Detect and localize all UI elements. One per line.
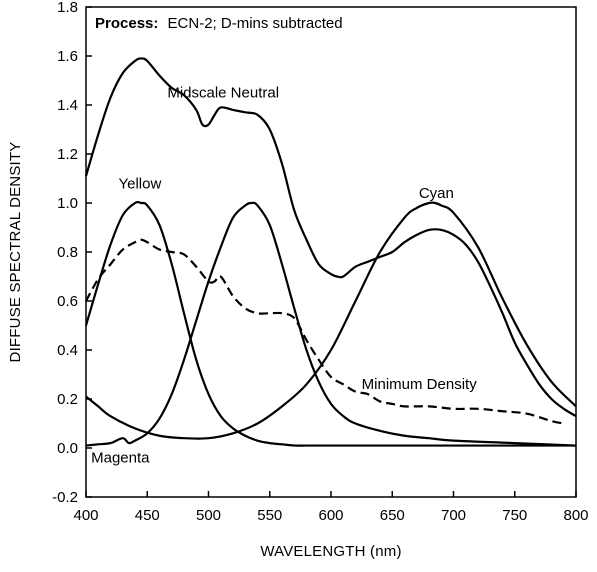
y-tick-label: 1.4	[57, 97, 78, 114]
y-axis-ticks: -0.2 0.0 0.2 0.4 0.6 0.8 1.0 1.2 1.4 1.6 1.8	[52, 0, 92, 506]
x-tick-label: 700	[441, 507, 466, 524]
x-tick-label: 400	[73, 507, 98, 524]
curve-layer	[84, 57, 577, 447]
process-note-text: ECN-2; D-mins subtracted	[168, 15, 343, 32]
yellow-curve	[84, 200, 576, 447]
x-tick-label: 450	[135, 507, 160, 524]
x-tick-label: 500	[196, 507, 221, 524]
y-axis-title: DIFFUSE SPECTRAL DENSITY	[7, 142, 24, 363]
y-tick-label: 1.6	[57, 48, 78, 65]
y-tick-label: 1.0	[57, 195, 78, 212]
x-tick-label: 550	[257, 507, 282, 524]
midscale-neutral-label: Midscale Neutral	[167, 85, 279, 102]
y-tick-label: 0.8	[57, 244, 78, 261]
x-tick-label: 650	[380, 507, 405, 524]
cyan-label: Cyan	[419, 185, 454, 202]
magenta-label: Magenta	[91, 450, 150, 467]
y-tick-label: -0.2	[52, 489, 78, 506]
plot-frame	[85, 6, 577, 498]
y-tick-label: 0.2	[57, 391, 78, 408]
x-tick-label: 600	[318, 507, 343, 524]
yellow-label: Yellow	[118, 175, 161, 192]
curve-labels: Midscale Neutral Yellow Cyan Minimum Densit…	[91, 85, 477, 467]
process-note-label: Process:	[95, 15, 158, 32]
magenta-curve	[85, 201, 577, 447]
midscale-neutral-curve	[84, 57, 577, 418]
y-tick-label: 0.4	[57, 342, 78, 359]
x-tick-label: 750	[502, 507, 527, 524]
y-tick-label: 0.6	[57, 293, 78, 310]
x-axis-ticks: 400 450 500 550 600 650 700 750 800	[73, 491, 589, 524]
y-tick-label: 0.0	[57, 440, 78, 457]
x-tick-label: 800	[563, 507, 588, 524]
minimum-density-label: Minimum Density	[362, 376, 478, 393]
y-tick-label: 1.2	[57, 146, 78, 163]
x-axis-title: WAVELENGTH (nm)	[260, 543, 401, 560]
y-tick-label: 1.8	[57, 0, 78, 16]
process-note: Process: ECN-2; D-mins subtracted	[95, 15, 343, 32]
minimum-density-curve	[85, 238, 564, 425]
cyan-curve	[85, 201, 577, 440]
